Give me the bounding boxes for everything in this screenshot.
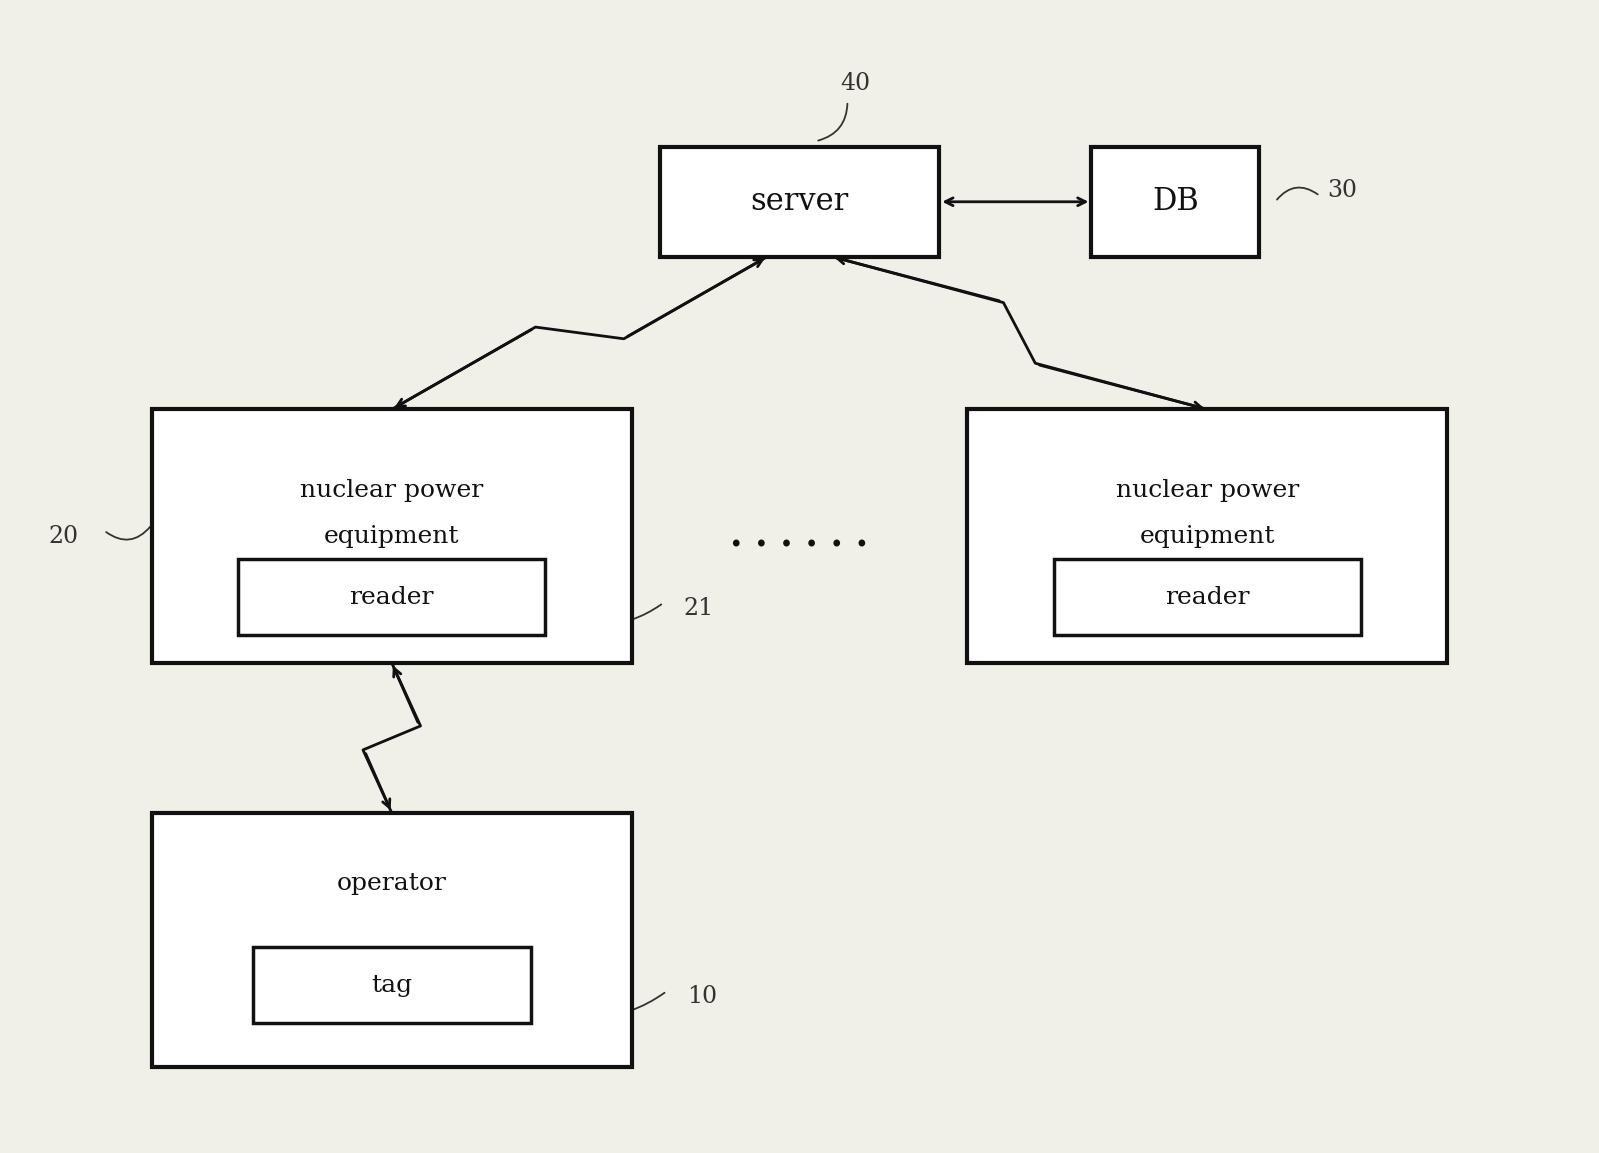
Text: reader: reader [1166,586,1249,609]
Text: nuclear power: nuclear power [1116,478,1298,502]
Text: equipment: equipment [325,525,459,548]
Bar [152,813,632,1067]
Bar [253,948,531,1024]
Text: 21: 21 [684,597,713,620]
Bar [152,409,632,663]
Bar [238,559,545,635]
Text: 40: 40 [841,73,870,95]
Text: nuclear power: nuclear power [301,478,483,502]
Bar [1091,148,1258,257]
Text: 20: 20 [50,525,78,548]
Text: 10: 10 [688,986,716,1009]
Text: . . . . . .: . . . . . . [731,519,868,553]
Bar [659,148,939,257]
Text: reader: reader [350,586,433,609]
Text: tag: tag [371,974,413,997]
Text: DB: DB [1151,187,1199,217]
Bar [1054,559,1361,635]
Text: operator: operator [337,873,446,896]
Bar [967,409,1447,663]
Text: 30: 30 [1327,179,1358,202]
Text: server: server [750,187,849,217]
Text: equipment: equipment [1140,525,1274,548]
